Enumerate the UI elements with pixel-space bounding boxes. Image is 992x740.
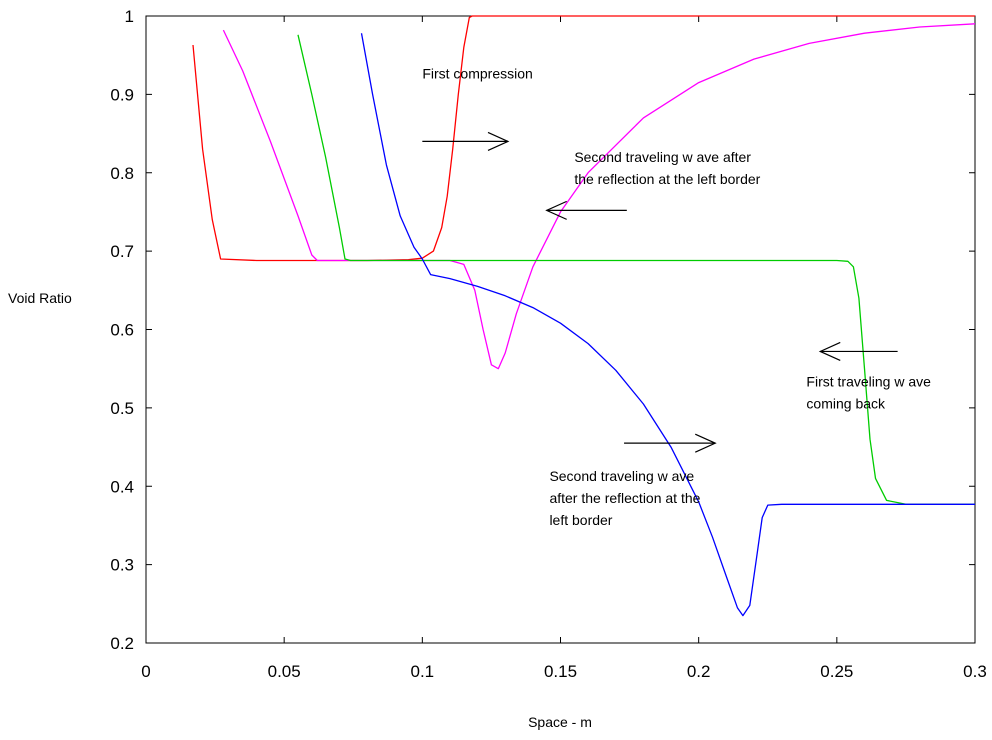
annotation-text: First compression bbox=[422, 66, 532, 82]
x-tick-label: 0 bbox=[141, 662, 150, 681]
y-axis-label: Void Ratio bbox=[8, 290, 72, 306]
annotation-arrow-head bbox=[695, 433, 717, 453]
x-tick-label: 0.3 bbox=[963, 662, 987, 681]
annotation-second-wave-top: Second traveling w ave after the reflecti… bbox=[545, 149, 761, 220]
annotation-first-wave-back: First traveling w ave coming back bbox=[806, 341, 931, 412]
series-layer bbox=[192, 15, 976, 617]
annotation-text: First traveling w ave bbox=[806, 374, 931, 390]
y-tick-label: 0.4 bbox=[110, 477, 134, 496]
annotation-second-wave-bottom: Second traveling w ave after the reflecti… bbox=[549, 433, 717, 528]
annotation-text: after the reflection at the bbox=[549, 490, 700, 506]
y-tick-label: 0.7 bbox=[110, 242, 134, 261]
annotation-arrow-head bbox=[545, 200, 567, 220]
y-tick-label: 0.2 bbox=[110, 634, 134, 653]
annotation-text: Second traveling w ave bbox=[549, 468, 694, 484]
y-axis-ticks: 0.2 0.3 0.4 0.5 0.6 0.7 0.8 0.9 1 bbox=[110, 7, 975, 653]
annotation-first-compression: First compression bbox=[422, 66, 533, 151]
x-tick-label: 0.1 bbox=[411, 662, 435, 681]
y-tick-label: 0.9 bbox=[110, 85, 134, 104]
y-tick-label: 1 bbox=[125, 7, 134, 26]
annotation-text: the reflection at the left border bbox=[574, 171, 760, 187]
y-tick-label: 0.8 bbox=[110, 164, 134, 183]
annotation-layer: First compression Second traveling w ave … bbox=[422, 66, 931, 528]
annotation-text: left border bbox=[549, 512, 612, 528]
series-line-4 bbox=[360, 33, 975, 617]
series-line-3 bbox=[297, 34, 975, 505]
plot-frame bbox=[145, 15, 976, 644]
x-tick-label: 0.2 bbox=[687, 662, 711, 681]
series-line-1 bbox=[192, 15, 975, 262]
annotation-text: coming back bbox=[806, 396, 886, 412]
y-tick-label: 0.3 bbox=[110, 556, 134, 575]
x-tick-label: 0.15 bbox=[544, 662, 577, 681]
annotation-arrow-head bbox=[487, 131, 510, 151]
x-tick-label: 0.25 bbox=[820, 662, 853, 681]
x-axis-ticks: 0 0.05 0.1 0.15 0.2 0.25 0.3 bbox=[141, 16, 987, 681]
y-tick-label: 0.6 bbox=[110, 321, 134, 340]
x-tick-label: 0.05 bbox=[268, 662, 301, 681]
annotation-arrow-head bbox=[818, 341, 841, 361]
x-axis-label: Space - m bbox=[528, 714, 592, 730]
series-line-2 bbox=[222, 23, 976, 370]
y-tick-label: 0.5 bbox=[110, 399, 134, 418]
annotation-text: Second traveling w ave after bbox=[574, 149, 751, 165]
